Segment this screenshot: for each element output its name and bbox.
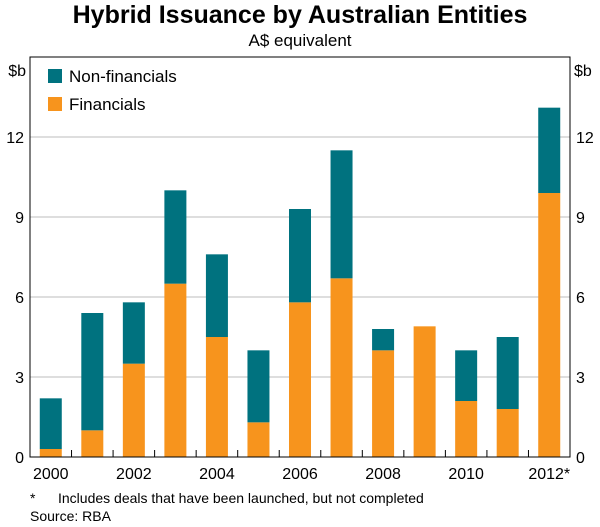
bar-financials-2006 — [289, 302, 311, 457]
plot-frame — [29, 56, 571, 458]
chart-subtitle: A$ equivalent — [248, 31, 352, 50]
axes: 0 0 3 3 6 6 9 9 12 12 $b $b 2000 2002 2004 2006 2008 2010… — [6, 63, 594, 483]
bar-non-financials-2008 — [372, 329, 395, 351]
bar-financials-2007 — [330, 278, 353, 457]
bar-financials-2009 — [413, 326, 436, 457]
legend: Non-financials Financials — [48, 67, 177, 114]
bar-non-financials-2002 — [122, 302, 145, 364]
bar-non-financials-2010 — [455, 350, 478, 401]
bar-financials-2004 — [205, 337, 228, 457]
legend-swatch-financials — [48, 97, 62, 111]
bar-financials-2010 — [455, 401, 478, 457]
y-tick-label-left: 9 — [15, 210, 24, 227]
y-tick-label-right: 9 — [576, 210, 585, 227]
x-tick-label: 2002 — [116, 466, 152, 483]
bar-non-financials-2005 — [247, 350, 270, 423]
bar-financials-2001 — [81, 430, 104, 457]
bars — [39, 107, 561, 457]
bar-non-financials-2007 — [330, 150, 353, 279]
bar-non-financials-2012 — [538, 107, 561, 193]
y-tick-label-left: 0 — [15, 450, 24, 467]
footnote: * Includes deals that have been launched,… — [30, 489, 424, 507]
x-tick-label: 2004 — [199, 466, 235, 483]
bar-non-financials-2011 — [496, 337, 519, 409]
legend-label-financials: Financials — [69, 95, 146, 114]
bar-non-financials-2003 — [164, 190, 187, 284]
bar-non-financials-2004 — [205, 254, 228, 337]
bar-financials-2002 — [122, 363, 145, 457]
x-tick-label: 2006 — [282, 466, 318, 483]
y-tick-label-left: 3 — [15, 370, 24, 387]
y-tick-label-left: 12 — [6, 130, 24, 147]
y-tick-label-right: 0 — [576, 450, 585, 467]
source-note: Source: RBA — [30, 508, 111, 524]
x-tick-label: 2000 — [33, 466, 69, 483]
chart-title: Hybrid Issuance by Australian Entities — [72, 1, 528, 29]
bar-financials-2005 — [247, 422, 270, 457]
y-tick-label-right: 3 — [576, 370, 585, 387]
y-axis-label-right: $b — [574, 63, 592, 80]
y-axis-label-left: $b — [8, 63, 26, 80]
bar-financials-2003 — [164, 283, 187, 457]
legend-label-non-financials: Non-financials — [69, 67, 177, 86]
y-tick-label-right: 12 — [576, 130, 594, 147]
bar-non-financials-2001 — [81, 313, 104, 431]
legend-swatch-non-financials — [48, 69, 62, 83]
y-tick-label-right: 6 — [576, 290, 585, 307]
bar-non-financials-2006 — [289, 209, 311, 303]
footnote-mark: * — [30, 490, 36, 506]
x-tick-label: 2008 — [365, 466, 401, 483]
bar-financials-2012 — [538, 193, 561, 457]
y-tick-label-left: 6 — [15, 290, 24, 307]
bar-financials-2011 — [496, 409, 519, 457]
x-tick-label: 2012* — [528, 466, 570, 483]
bar-financials-2008 — [372, 350, 395, 457]
bar-financials-2000 — [39, 449, 62, 457]
x-tick-label: 2010 — [448, 466, 484, 483]
footnote-text: Includes deals that have been launched, … — [58, 490, 424, 506]
bar-non-financials-2000 — [39, 398, 62, 449]
